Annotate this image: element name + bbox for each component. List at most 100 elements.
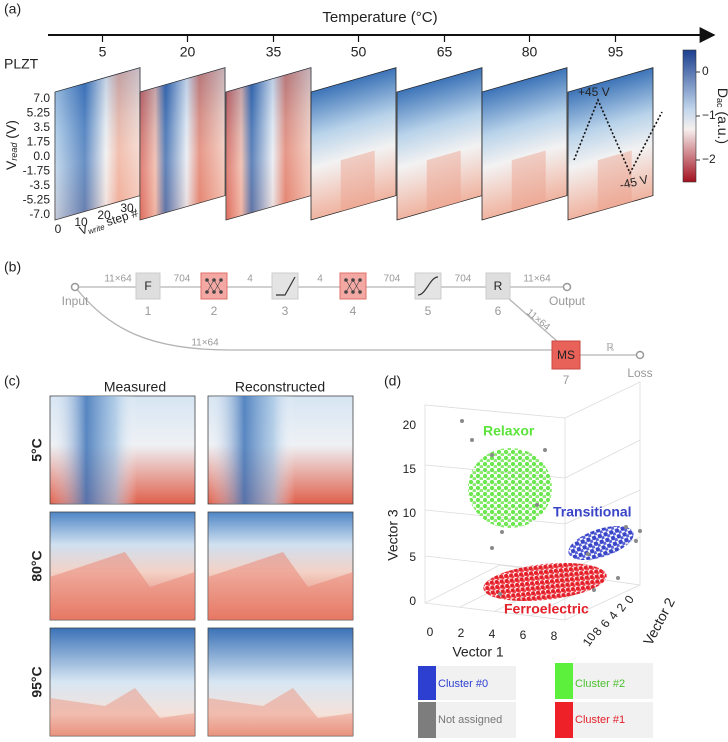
y-tick-label: 7.0 [33, 91, 50, 105]
material-label: PLZT [4, 56, 39, 72]
heatmap-shade [226, 67, 311, 220]
y-tick-label: -1.75 [23, 164, 51, 178]
tick-label: 2 [458, 626, 465, 640]
y-tick-label: -3.5 [29, 178, 50, 192]
edge-label: 4 [247, 274, 253, 285]
layer-index: 4 [350, 304, 357, 318]
dense-icon [344, 278, 362, 294]
y-axis-title: Vread (V) [3, 120, 20, 170]
loss-node [635, 350, 645, 360]
temperature-label: 5 [99, 44, 107, 60]
row-label: 80°C [29, 550, 45, 581]
row-label: 5°C [29, 438, 45, 462]
row-label: 95°C [29, 666, 45, 697]
legend-swatch [555, 702, 573, 738]
cluster-name: Transitional [553, 504, 632, 520]
edge-label: 704 [384, 274, 401, 285]
legend-label: Cluster #0 [438, 678, 488, 690]
output-node [562, 282, 572, 292]
edge [507, 297, 559, 343]
heatmap [54, 67, 141, 221]
unit: (V) [3, 120, 19, 143]
layer-index: 1 [145, 304, 152, 318]
y-tick-label: -5.25 [23, 193, 51, 207]
edge [74, 286, 553, 351]
legend-swatch [555, 663, 573, 699]
edge-label: 4 [317, 274, 323, 285]
legend-label: Cluster #2 [575, 678, 625, 690]
y-tick-label: 3.5 [33, 120, 50, 134]
temperature-label: 50 [351, 44, 367, 60]
heatmap-overlay [50, 552, 195, 620]
layer-index: 7 [563, 373, 570, 387]
symbol: V [3, 160, 19, 170]
tick-label: 10 [403, 506, 417, 520]
heatmap [567, 67, 654, 221]
dense-icon [205, 278, 223, 294]
legend-swatch [418, 666, 436, 700]
heatmap-overlay [50, 688, 195, 736]
voltage-path [573, 97, 663, 175]
tick-label: 15 [403, 462, 417, 476]
tick-label: 20 [403, 418, 417, 432]
panel-label: (a) [4, 1, 21, 17]
colorbar-tick-label: −1 [702, 108, 716, 122]
heatmap-shade [55, 67, 140, 220]
layer-symbol: MS [557, 348, 575, 362]
layer-indices: 1 2 3 4 5 6 7 [145, 304, 570, 387]
edge-label: 11×64 [191, 338, 219, 349]
axis-title: Vector 3 [385, 509, 401, 561]
input-node [70, 282, 80, 292]
node-label: Output [549, 294, 586, 308]
layer-box [135, 272, 161, 300]
edge-label: 11×64 [523, 274, 551, 285]
temperature-label: 20 [180, 44, 196, 60]
layer-box [200, 272, 228, 300]
relu-icon [276, 276, 296, 296]
annotation: +45 V [578, 85, 610, 99]
layer-box [485, 272, 511, 300]
x-tick-label: 30 [120, 201, 134, 215]
heatmap-fill [481, 67, 568, 221]
heatmap-overlay [50, 396, 195, 504]
cluster-cloud [483, 562, 607, 602]
cluster-name: Relaxor [483, 423, 535, 439]
x-tick-label: 0 [55, 222, 62, 236]
tick-label: 8 [551, 629, 558, 643]
layer-symbol: F [144, 279, 151, 293]
symbol: D [715, 88, 728, 98]
heatmap [310, 67, 397, 221]
layer-box [339, 272, 367, 300]
layer-index: 2 [211, 304, 218, 318]
tick-label: 0 [622, 593, 637, 607]
layer-symbol: R [494, 279, 503, 293]
edge-label: ℝ [606, 343, 614, 354]
heatmap [481, 67, 568, 221]
colorbar [682, 49, 697, 183]
temperature-label: 35 [266, 44, 282, 60]
heatmap-fill [567, 67, 654, 221]
legend-box [436, 702, 516, 738]
edge-label: 11×64 [104, 274, 132, 285]
y-tick-label: 0.0 [33, 149, 50, 163]
temperature-label: 65 [437, 44, 453, 60]
axis-title: Vector 1 [452, 644, 504, 660]
heatmap-shade [140, 67, 225, 220]
edge-label: 704 [174, 274, 191, 285]
colorbar-tick-label: 0 [702, 64, 709, 78]
colorbar-title: Dac (a.u.) [715, 88, 728, 144]
node-label: Input [62, 294, 89, 308]
tick-label: 5 [409, 550, 416, 564]
heatmap-grid: 5°C 80°C 95°C [29, 395, 354, 737]
cluster-cloud [568, 526, 634, 560]
legend-box [573, 663, 653, 699]
annotation: -45 V [618, 172, 649, 192]
unit: (a.u.) [715, 108, 728, 145]
heatmap-fill [310, 67, 397, 221]
colorbar-ticks: 0 −1 −2 [696, 64, 716, 166]
legend-label: Not assigned [438, 714, 502, 726]
heatmap-stack [54, 67, 654, 221]
y-ticks: 7.05.253.51.750.0-1.75-3.5-5.25-7.0 [23, 91, 51, 221]
